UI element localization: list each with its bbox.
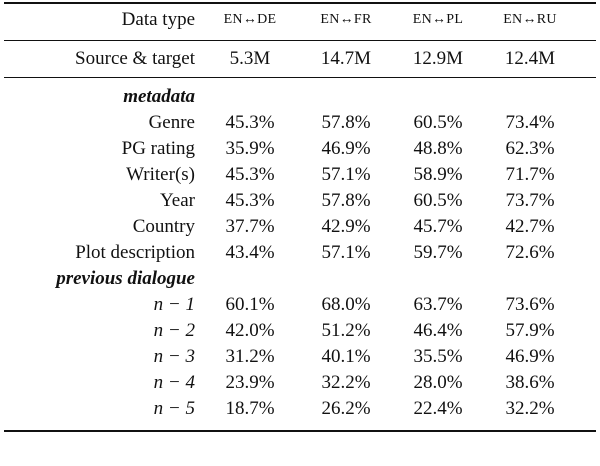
section-title: metadata bbox=[123, 86, 195, 107]
row-value: 32.2% bbox=[505, 398, 555, 419]
row-value: 58.9% bbox=[413, 164, 463, 185]
row-label: n − 3 bbox=[153, 346, 195, 367]
row-value: 45.3% bbox=[225, 112, 275, 133]
row-value: 38.6% bbox=[505, 372, 555, 393]
row-label: Writer(s) bbox=[126, 164, 195, 185]
row-value: 45.3% bbox=[225, 190, 275, 211]
row-value: 57.8% bbox=[321, 112, 371, 133]
row-value: 35.9% bbox=[225, 138, 275, 159]
row-label: Genre bbox=[148, 112, 195, 133]
row-value: 26.2% bbox=[321, 398, 371, 419]
row-value: 71.7% bbox=[505, 164, 555, 185]
header-label: Data type bbox=[121, 9, 195, 30]
row-value: 57.1% bbox=[321, 164, 371, 185]
row-label: Country bbox=[132, 216, 195, 237]
row-value: 73.4% bbox=[505, 112, 555, 133]
row-value: 68.0% bbox=[321, 294, 371, 315]
header-value: EN↔FR bbox=[320, 12, 372, 27]
bottom-rule bbox=[4, 430, 596, 432]
source-value: 12.9M bbox=[412, 48, 464, 69]
row-label: Plot description bbox=[75, 242, 195, 263]
row-value: 59.7% bbox=[413, 242, 463, 263]
row-value: 57.8% bbox=[321, 190, 371, 211]
row-value: 46.9% bbox=[321, 138, 371, 159]
row-value: 46.9% bbox=[505, 346, 555, 367]
source-label: Source & target bbox=[75, 48, 195, 69]
source-value: 14.7M bbox=[320, 48, 372, 69]
mid-rule bbox=[4, 77, 596, 78]
row-value: 45.3% bbox=[225, 164, 275, 185]
row-value: 63.7% bbox=[413, 294, 463, 315]
row-value: 60.5% bbox=[413, 112, 463, 133]
row-value: 48.8% bbox=[413, 138, 463, 159]
top-rule bbox=[4, 2, 596, 4]
row-value: 18.7% bbox=[225, 398, 275, 419]
header-value: EN↔DE bbox=[223, 12, 277, 27]
row-value: 45.7% bbox=[413, 216, 463, 237]
row-value: 72.6% bbox=[505, 242, 555, 263]
row-value: 57.1% bbox=[321, 242, 371, 263]
row-label: n − 1 bbox=[153, 294, 195, 315]
row-value: 43.4% bbox=[225, 242, 275, 263]
row-value: 51.2% bbox=[321, 320, 371, 341]
row-value: 37.7% bbox=[225, 216, 275, 237]
row-value: 35.5% bbox=[413, 346, 463, 367]
row-label: n − 5 bbox=[153, 398, 195, 419]
row-value: 40.1% bbox=[321, 346, 371, 367]
header-value: EN↔RU bbox=[503, 12, 557, 27]
row-value: 32.2% bbox=[321, 372, 371, 393]
row-value: 23.9% bbox=[225, 372, 275, 393]
section-title: previous dialogue bbox=[56, 268, 195, 289]
row-value: 42.7% bbox=[505, 216, 555, 237]
source-value: 12.4M bbox=[504, 48, 556, 69]
row-value: 28.0% bbox=[413, 372, 463, 393]
row-label: n − 4 bbox=[153, 372, 195, 393]
row-label: PG rating bbox=[121, 138, 195, 159]
source-value: 5.3M bbox=[229, 48, 271, 69]
row-value: 60.1% bbox=[225, 294, 275, 315]
row-value: 46.4% bbox=[413, 320, 463, 341]
row-value: 62.3% bbox=[505, 138, 555, 159]
row-value: 22.4% bbox=[413, 398, 463, 419]
row-label: Year bbox=[159, 190, 195, 211]
row-value: 60.5% bbox=[413, 190, 463, 211]
row-value: 42.0% bbox=[225, 320, 275, 341]
header-rule bbox=[4, 40, 596, 41]
row-value: 31.2% bbox=[225, 346, 275, 367]
row-value: 73.7% bbox=[505, 190, 555, 211]
row-value: 73.6% bbox=[505, 294, 555, 315]
row-value: 57.9% bbox=[505, 320, 555, 341]
header-value: EN↔PL bbox=[412, 12, 464, 27]
row-label: n − 2 bbox=[153, 320, 195, 341]
row-value: 42.9% bbox=[321, 216, 371, 237]
